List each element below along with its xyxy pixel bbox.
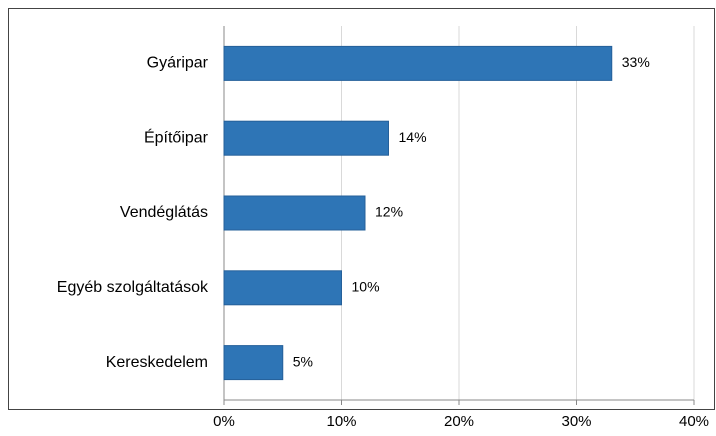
value-label: 33% [622,54,650,70]
value-label: 5% [293,353,313,369]
bar [223,270,342,306]
x-tick-label: 30% [561,413,591,430]
x-tick-label: 0% [213,413,235,430]
bar [223,45,613,81]
x-tick-label: 40% [679,413,709,430]
value-label: 14% [399,129,427,145]
bar [223,120,389,156]
y-tick-label: Gyáripar [147,55,209,72]
x-tick-label: 10% [326,413,356,430]
x-tick-label: 20% [444,413,474,430]
y-tick-label: Építőipar [144,127,209,146]
bar [223,195,366,231]
y-tick-label: Vendéglátás [120,204,208,221]
y-tick-label: Kereskedelem [106,354,208,371]
bar [223,345,284,381]
value-label: 12% [375,204,403,220]
value-label: 10% [352,279,380,295]
y-tick-label: Egyéb szolgáltatások [57,279,209,296]
